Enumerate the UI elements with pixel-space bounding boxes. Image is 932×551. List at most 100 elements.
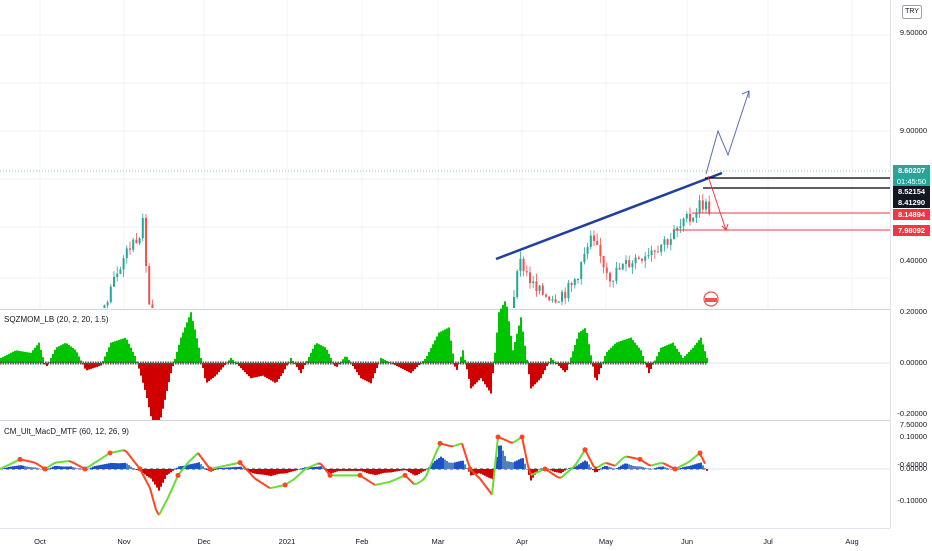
- momentum-bar: [470, 363, 472, 388]
- candle-body: [603, 256, 605, 267]
- squeeze-dot: [323, 362, 325, 365]
- macd-histogram-bar: [626, 464, 628, 469]
- momentum-bar: [486, 363, 488, 387]
- macd-line-segment: [24, 460, 27, 461]
- macd-histogram-bar: [638, 466, 640, 469]
- macd-line-segment: [153, 499, 156, 510]
- squeeze-dot: [73, 362, 75, 365]
- macd-line-segment: [507, 441, 510, 443]
- macd-histogram-bar: [644, 468, 646, 469]
- macd-line-segment: [363, 477, 366, 479]
- macd-indicator-title[interactable]: CM_Ult_MacD_MTF (60, 12, 26, 9): [4, 427, 129, 436]
- macd-histogram-bar: [6, 467, 8, 469]
- macd-histogram-bar: [374, 469, 376, 475]
- squeeze-dot: [658, 362, 660, 365]
- squeeze-dot: [403, 362, 405, 365]
- macd-histogram-bar: [104, 464, 106, 469]
- squeeze-dot: [13, 362, 15, 365]
- momentum-bar: [446, 328, 448, 363]
- momentum-bar: [490, 363, 492, 393]
- squeeze-dot: [168, 362, 170, 365]
- momentum-bar: [146, 363, 148, 398]
- macd-line-segment: [384, 482, 387, 483]
- macd-line-segment: [159, 509, 162, 515]
- squeeze-dot: [490, 362, 492, 365]
- macd-line-segment: [465, 453, 468, 463]
- macd-histogram-bar: [176, 468, 178, 469]
- macd-histogram-bar: [392, 469, 394, 472]
- macd-histogram-bar: [228, 467, 230, 469]
- squeeze-dot: [570, 362, 572, 365]
- momentum-bar: [168, 363, 170, 382]
- time-tick-label: Feb: [356, 537, 369, 546]
- momentum-bar: [508, 321, 510, 363]
- squeeze-dot: [165, 362, 167, 365]
- momentum-bar: [614, 344, 616, 363]
- macd-histogram-bar: [540, 469, 542, 470]
- squeeze-dot: [700, 362, 702, 365]
- macd-histogram-bar: [278, 469, 280, 474]
- macd-histogram-bar: [88, 469, 90, 470]
- macd-histogram-bar: [292, 469, 294, 471]
- macd-histogram-bar: [54, 466, 56, 469]
- macd-line-segment: [372, 483, 375, 485]
- macd-pane[interactable]: CM_Ult_MacD_MTF (60, 12, 26, 9): [0, 421, 890, 527]
- macd-line-segment: [126, 451, 129, 455]
- macd-histogram-bar: [346, 469, 348, 471]
- macd-line-segment: [174, 478, 177, 485]
- macd-line-segment: [576, 459, 579, 464]
- macd-histogram-bar: [334, 469, 336, 472]
- squeeze-dot: [275, 362, 277, 365]
- squeeze-dot: [360, 362, 362, 365]
- momentum-bar: [246, 363, 248, 374]
- currency-badge[interactable]: TRY: [902, 5, 922, 19]
- squeeze-dot: [148, 362, 150, 365]
- squeeze-dot: [583, 362, 585, 365]
- momentum-bar: [580, 331, 582, 363]
- price-scale[interactable]: 10.000009.500009.000007.500000.400000.20…: [890, 0, 932, 528]
- macd-histogram-bar: [238, 467, 240, 469]
- macd-line-segment: [669, 466, 672, 467]
- momentum-bar: [162, 363, 164, 409]
- squeeze-dot: [330, 362, 332, 365]
- macd-histogram-bar: [566, 469, 568, 470]
- macd-histogram-bar: [268, 469, 270, 476]
- macd-line-segment: [462, 443, 465, 453]
- squeeze-dot: [318, 362, 320, 365]
- price-chart-pane[interactable]: [0, 0, 890, 309]
- macd-line-segment: [387, 482, 390, 483]
- macd-line-segment: [654, 464, 657, 465]
- squeeze-dot: [363, 362, 365, 365]
- momentum-bar: [488, 363, 490, 390]
- squeeze-dot: [488, 362, 490, 365]
- candle-body: [606, 267, 608, 272]
- squeeze-dot: [228, 362, 230, 365]
- macd-line-segment: [483, 483, 486, 487]
- squeeze-dot: [310, 362, 312, 365]
- squeeze-dot: [308, 362, 310, 365]
- macd-histogram-bar: [124, 463, 126, 469]
- momentum-bar: [430, 348, 432, 363]
- squeeze-dot: [188, 362, 190, 365]
- squeeze-dot: [260, 362, 262, 365]
- macd-line-segment: [78, 465, 81, 467]
- macd-histogram-bar: [506, 461, 508, 469]
- squeeze-dot: [605, 362, 607, 365]
- momentum-bar: [358, 363, 360, 375]
- squeeze-momentum-pane[interactable]: SQZMOM_LB (20, 2, 20, 1.5): [0, 310, 890, 420]
- macd-line-segment: [252, 475, 255, 478]
- macd-histogram-bar: [110, 463, 112, 469]
- macd-histogram-bar: [462, 461, 464, 469]
- macd-line-segment: [306, 467, 309, 468]
- macd-histogram-bar: [40, 469, 42, 470]
- candle-body: [683, 219, 685, 227]
- squeeze-indicator-title[interactable]: SQZMOM_LB (20, 2, 20, 1.5): [4, 315, 108, 324]
- macd-line-segment: [87, 466, 90, 468]
- squeeze-dot: [623, 362, 625, 365]
- macd-line-segment: [288, 481, 291, 483]
- squeeze-dot: [325, 362, 327, 365]
- price-chart-canvas[interactable]: [0, 0, 890, 309]
- macd-histogram-bar: [556, 469, 558, 472]
